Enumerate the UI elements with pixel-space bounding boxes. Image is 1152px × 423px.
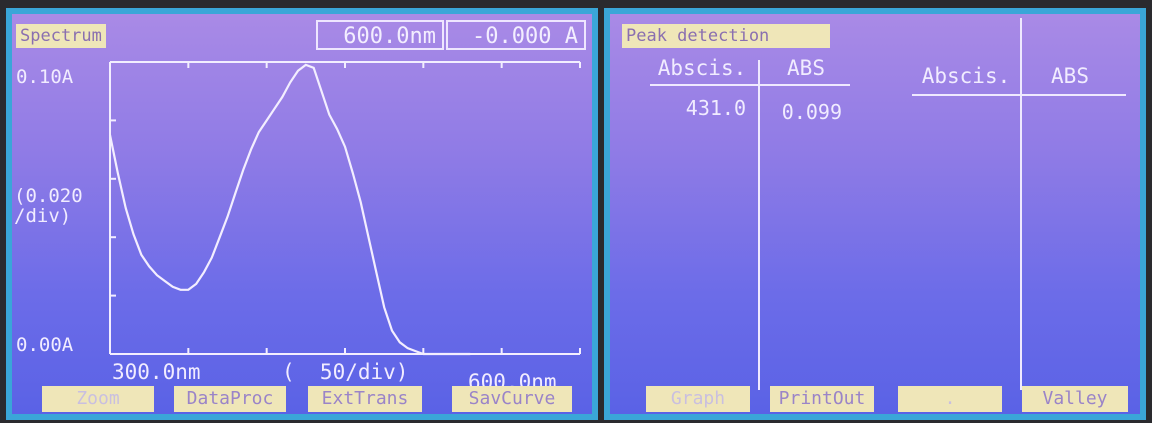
column-header-abscis-2: Abscis. xyxy=(921,64,1011,88)
column-header-abs-2: ABS xyxy=(1051,64,1089,88)
absorbance-readout: -0.000 A xyxy=(446,20,586,50)
zoom-button[interactable]: Zoom xyxy=(42,386,154,412)
graph-button[interactable]: Graph xyxy=(646,386,750,412)
dataproc-button[interactable]: DataProc xyxy=(174,386,286,412)
peak-row-1-abscis: 431.0 xyxy=(685,96,746,120)
wavelength-readout: 600.0nm xyxy=(316,20,444,50)
plot-frame xyxy=(109,61,580,355)
valley-button[interactable]: Valley xyxy=(1022,386,1128,412)
column-header-abscis-1: Abscis. xyxy=(657,56,747,80)
exttrans-button[interactable]: ExtTrans xyxy=(308,386,422,412)
plot-ticks xyxy=(109,61,581,355)
header-underline-left xyxy=(650,84,850,86)
spectrum-screen: Spectrum 600.0nm -0.000 A 0.10A (0.020 /… xyxy=(6,8,598,420)
spectrum-trace xyxy=(108,63,471,356)
header-underline-right xyxy=(912,94,1126,96)
y-axis-bottom-label: 0.00A xyxy=(16,334,74,356)
savcurve-button[interactable]: SavCurve xyxy=(452,386,572,412)
x-axis-scale-label: ( 50/div) xyxy=(282,360,409,384)
column-header-abs-1: ABS xyxy=(787,56,825,80)
peak-detection-screen: Peak detection Abscis. ABS Abscis. ABS 4… xyxy=(604,8,1146,420)
blank-softkey-button[interactable]: . xyxy=(898,386,1002,412)
column-divider-right xyxy=(1020,18,1022,390)
peak-row-1-abs: 0.099 xyxy=(781,100,842,124)
spectrum-plot xyxy=(108,61,581,356)
mode-tag-peak-detection: Peak detection xyxy=(622,24,830,48)
x-axis-start-label: 300.0nm xyxy=(112,360,201,384)
y-axis-top-label: 0.10A xyxy=(16,66,74,88)
mode-tag-spectrum: Spectrum xyxy=(16,24,106,48)
printout-button[interactable]: PrintOut xyxy=(770,386,874,412)
y-axis-scale-label: (0.020 /div) xyxy=(14,185,83,227)
column-divider-left xyxy=(758,60,760,390)
